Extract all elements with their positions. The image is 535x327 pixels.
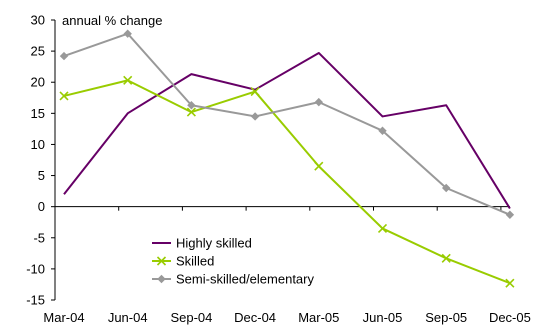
data-point	[123, 29, 132, 38]
y-tick-label: -5	[33, 230, 45, 245]
legend-label: Highly skilled	[176, 236, 252, 251]
data-point	[378, 126, 387, 135]
legend-label: Skilled	[176, 254, 214, 269]
y-tick-label: 5	[38, 168, 45, 183]
data-point	[314, 161, 324, 171]
x-tick-label: Mar-04	[43, 310, 84, 325]
y-tick-label: -10	[26, 261, 45, 276]
data-point	[505, 210, 515, 219]
axes: -15 -10 -5 0 5 10 15 20 25 30 Mar-04 Jun-04 Sep-04 De…	[26, 13, 531, 326]
legend: Highly skilled Skilled Semi-skilled/elemen…	[152, 236, 314, 287]
data-point	[505, 278, 515, 288]
x-tick-label: Jun-04	[108, 310, 148, 325]
x-tick-label: Sep-04	[170, 310, 212, 325]
x-tick-label: Dec-05	[489, 310, 531, 325]
y-tick-label: 0	[38, 199, 45, 214]
x-tick-label: Mar-05	[298, 310, 339, 325]
data-point	[59, 51, 69, 61]
series-line-2	[63, 79, 511, 285]
y-axis-label: annual % change	[62, 13, 162, 28]
data-point	[314, 97, 324, 107]
y-tick-label: 10	[31, 137, 45, 152]
legend-marker	[156, 256, 167, 266]
data-point	[377, 223, 388, 234]
x-tick-label: Sep-05	[425, 310, 467, 325]
y-tick-label: -15	[26, 293, 45, 308]
legend-marker	[157, 274, 166, 284]
y-tick-label: 25	[31, 44, 45, 59]
y-tick-label: 15	[31, 106, 45, 121]
data-point	[250, 112, 260, 121]
x-tick-label: Dec-04	[234, 310, 276, 325]
data-point	[59, 91, 69, 101]
plot-area	[59, 29, 515, 288]
data-point	[441, 183, 451, 193]
series-line-1	[63, 51, 511, 210]
series-line-3	[63, 32, 511, 216]
data-point	[123, 75, 133, 85]
y-tick-label: 30	[31, 13, 45, 28]
y-tick-label: 20	[31, 75, 45, 90]
legend-label: Semi-skilled/elementary	[176, 272, 314, 287]
data-point	[250, 86, 260, 97]
data-point	[186, 107, 196, 117]
data-point	[441, 253, 451, 263]
x-tick-label: Jun-05	[363, 310, 403, 325]
data-point	[187, 101, 196, 110]
